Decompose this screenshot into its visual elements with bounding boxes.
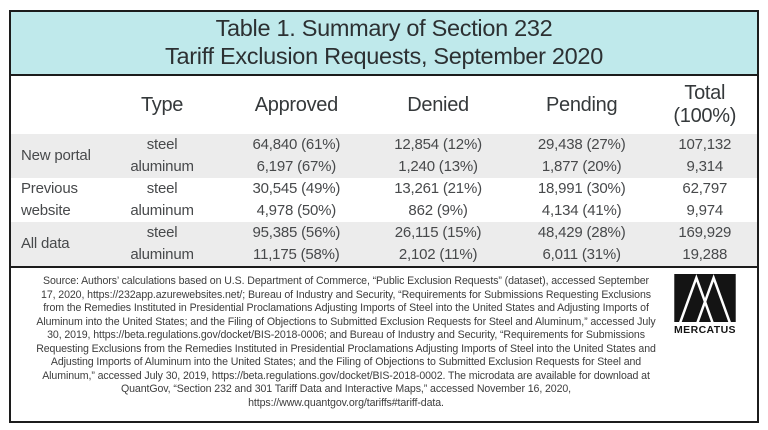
cell-pending: 4,134 (41%) <box>541 202 622 219</box>
cell-total: 107,132 <box>678 136 732 153</box>
cell-denied: 26,115 (15%) <box>394 224 482 241</box>
figure-card: Table 1. Summary of Section 232 Tariff E… <box>9 10 759 423</box>
cell-type: steel <box>146 180 178 197</box>
cell-total: 62,797 <box>682 180 728 197</box>
figure-footer: Source: Authors’ calculations based on U… <box>11 266 757 421</box>
cell-type: aluminum <box>130 202 194 219</box>
cell-denied: 1,240 (13%) <box>398 158 478 175</box>
source-note: Source: Authors’ calculations based on U… <box>36 275 656 409</box>
cell-pending: 6,011 (31%) <box>542 246 621 263</box>
figure-title-line1: Table 1. Summary of Section 232 <box>215 15 553 41</box>
cell-approved: 4,978 (50%) <box>256 202 337 219</box>
row-group-label-all-data: All data <box>21 235 70 252</box>
table-row: Previous website steel 30,545 (49%) 13,2… <box>11 178 757 219</box>
table-row: aluminum 6,197 (67%) 1,240 (13%) 1,877 (… <box>11 156 757 178</box>
column-header-pending: Pending <box>546 93 618 116</box>
cell-pending: 48,429 (28%) <box>537 224 626 241</box>
summary-table: Type Approved Denied Pending Total (100%)… <box>11 76 757 266</box>
column-header-total-line2: (100%) <box>673 105 737 127</box>
cell-denied: 12,854 (12%) <box>394 136 482 153</box>
cell-approved: 6,197 (67%) <box>256 158 337 175</box>
cell-denied: 862 (9%) <box>408 202 468 219</box>
column-header-total: Total (100%) <box>653 76 757 134</box>
cell-denied: 2,102 (11%) <box>398 246 478 263</box>
table-row: aluminum 11,175 (58%) 2,102 (11%) 6,011 … <box>11 244 757 266</box>
cell-pending: 18,991 (30%) <box>537 180 626 197</box>
cell-type: steel <box>146 224 178 241</box>
cell-approved: 95,385 (56%) <box>252 224 341 241</box>
column-header-type: Type <box>140 93 184 116</box>
header-row: Type Approved Denied Pending Total (100%) <box>11 76 757 134</box>
mercatus-logo: MERCATUS <box>661 268 757 336</box>
figure-title-line2: Tariff Exclusion Requests, September 202… <box>165 43 603 69</box>
figure-title: Table 1. Summary of Section 232 Tariff E… <box>11 12 757 76</box>
cell-total: 9,314 <box>686 158 724 175</box>
column-header-total-line1: Total <box>684 82 726 104</box>
column-header-empty <box>11 76 97 134</box>
row-group-label-previous-website: Previous website <box>21 180 78 219</box>
table-row: New portal steel 64,840 (61%) 12,854 (12… <box>11 134 757 164</box>
column-header-approved: Approved <box>254 93 339 116</box>
cell-approved: 64,840 (61%) <box>252 136 341 153</box>
row-group-label-new-portal: New portal <box>21 147 91 164</box>
table-row: All data steel 95,385 (56%) 26,115 (15%)… <box>11 222 757 252</box>
cell-approved: 30,545 (49%) <box>252 180 341 197</box>
column-header-denied: Denied <box>407 93 469 116</box>
cell-pending: 29,438 (27%) <box>537 136 626 153</box>
cell-type: aluminum <box>130 158 194 175</box>
cell-total: 9,974 <box>686 202 724 219</box>
cell-type: steel <box>146 136 178 153</box>
cell-total: 169,929 <box>678 224 732 241</box>
cell-pending: 1,877 (20%) <box>541 158 622 175</box>
cell-type: aluminum <box>130 246 194 263</box>
table-row: aluminum 4,978 (50%) 862 (9%) 4,134 (41%… <box>11 200 757 222</box>
cell-total: 19,288 <box>682 246 728 263</box>
mercatus-logo-wordmark: MERCATUS <box>674 324 736 336</box>
cell-denied: 13,261 (21%) <box>394 180 482 197</box>
mercatus-logo-icon <box>674 274 736 322</box>
cell-approved: 11,175 (58%) <box>253 246 340 263</box>
